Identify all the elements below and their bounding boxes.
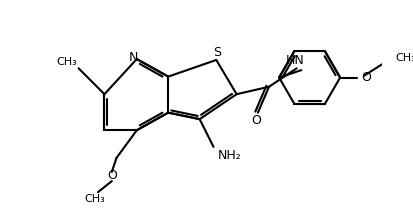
Text: HN: HN	[285, 54, 304, 67]
Text: CH₃: CH₃	[85, 194, 106, 204]
Text: CH₃: CH₃	[56, 57, 77, 67]
Text: NH₂: NH₂	[218, 149, 242, 162]
Text: S: S	[213, 46, 221, 59]
Text: O: O	[251, 113, 261, 127]
Text: O: O	[361, 71, 371, 84]
Text: O: O	[107, 169, 117, 182]
Text: CH₃: CH₃	[396, 53, 413, 63]
Text: N: N	[128, 51, 138, 64]
